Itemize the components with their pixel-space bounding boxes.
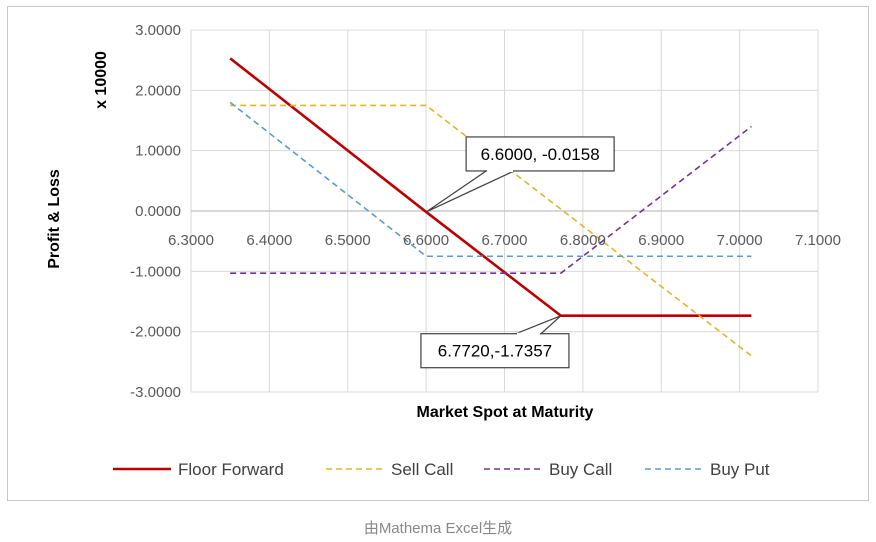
chart-frame: 6.6000, -0.0158 6.7720,-1.7357 6.3000 6.40… (7, 6, 869, 501)
series-buy-put (229, 101, 752, 258)
legend-label: Buy Call (549, 460, 612, 479)
legend: Floor Forward Sell Call Buy Call Buy Put (113, 460, 770, 479)
legend-label: Buy Put (710, 460, 770, 479)
x-tick-label: 6.3000 (168, 232, 214, 249)
callout-pointer (515, 315, 562, 335)
caption: 由Mathema Excel生成 (363, 520, 513, 537)
chart-svg: 6.6000, -0.0158 6.7720,-1.7357 6.3000 6.40… (46, 22, 841, 479)
y-tick-label: 1.0000 (135, 143, 181, 160)
x-tick-label: 6.9000 (638, 232, 684, 249)
x-tick-label: 6.6000 (403, 232, 449, 249)
callout-box (465, 136, 615, 172)
y-tick-label: -2.0000 (130, 324, 181, 341)
x-tick-label: 6.4000 (246, 232, 292, 249)
legend-label: Sell Call (391, 460, 453, 479)
tick-labels: 6.3000 6.4000 6.5000 6.6000 6.7000 6.8000 6.90… (130, 22, 841, 401)
x-tick-label: 6.5000 (325, 232, 371, 249)
y-axis-unit: x 10000 (93, 51, 110, 109)
y-tick-label: -1.0000 (130, 263, 181, 280)
series-sell-call (230, 104, 752, 357)
y-tick-label: 2.0000 (135, 82, 181, 99)
callout-label: 6.7720,-1.7357 (438, 342, 552, 361)
series-lines (229, 57, 752, 357)
y-axis-title: Profit & Loss (46, 169, 63, 269)
callout-pointer (425, 170, 515, 213)
callout-box (420, 333, 570, 369)
y-tick-label: -3.0000 (130, 384, 181, 401)
x-tick-label: 6.8000 (560, 232, 606, 249)
y-tick-label: 0.0000 (135, 203, 181, 220)
x-tick-label: 6.7000 (482, 232, 528, 249)
x-axis-title: Market Spot at Maturity (417, 404, 594, 421)
y-tick-label: 3.0000 (135, 22, 181, 39)
series-floor-forward (229, 57, 752, 318)
callout-label: 6.6000, -0.0158 (481, 145, 600, 164)
legend-label: Floor Forward (178, 460, 284, 479)
series-buy-call (230, 125, 752, 274)
callouts: 6.6000, -0.0158 6.7720,-1.7357 (420, 136, 615, 369)
x-tick-label: 7.1000 (795, 232, 841, 249)
x-tick-label: 7.0000 (717, 232, 763, 249)
